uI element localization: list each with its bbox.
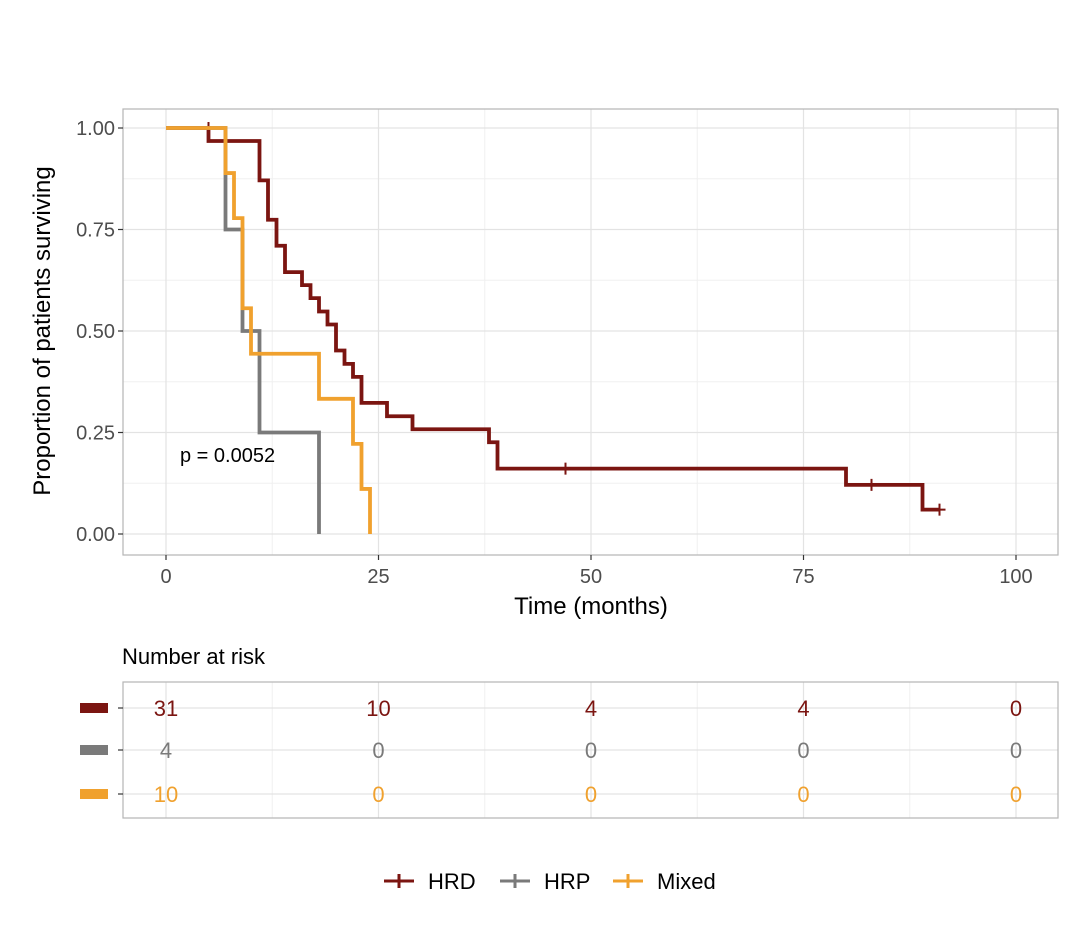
censor-mark-hrd	[933, 503, 946, 516]
x-tick-label: 75	[792, 566, 814, 588]
risk-count: 0	[372, 782, 384, 807]
p-value-annotation: p = 0.0052	[180, 445, 275, 467]
legend: HRD HRP Mixed	[384, 869, 716, 894]
y-tick-label: 0.25	[76, 423, 115, 445]
risk-count: 0	[1010, 696, 1022, 721]
risk-count: 10	[154, 782, 178, 807]
risk-row-key-hrd	[80, 703, 108, 713]
risk-count: 0	[797, 738, 809, 763]
risk-table-title: Number at risk	[122, 644, 266, 669]
risk-count: 0	[1010, 738, 1022, 763]
y-axis-label: Proportion of patients surviving	[29, 166, 56, 496]
risk-row-key-mixed	[80, 789, 108, 799]
risk-count: 0	[372, 738, 384, 763]
risk-count: 31	[154, 696, 178, 721]
risk-table: 31 10 4 4 0 4 0 0 0 0 10 0 0 0 0	[80, 681, 1059, 819]
x-axis-label: Time (months)	[514, 593, 668, 620]
risk-count: 4	[585, 696, 597, 721]
legend-item-hrp: HRP	[500, 869, 590, 894]
censor-mark-hrd	[865, 478, 878, 491]
risk-count: 0	[585, 782, 597, 807]
risk-count: 10	[366, 696, 390, 721]
x-tick-label: 25	[367, 566, 389, 588]
legend-label: HRD	[428, 869, 476, 894]
legend-item-hrd: HRD	[384, 869, 476, 894]
legend-label: Mixed	[657, 869, 716, 894]
series-line-hrd	[166, 126, 940, 512]
risk-count: 0	[1010, 782, 1022, 807]
x-tick-label: 0	[160, 566, 171, 588]
legend-label: HRP	[544, 869, 590, 894]
series-line-mixed	[166, 126, 372, 534]
y-tick-label: 0.50	[76, 321, 115, 343]
km-axes: 0.00 0.25 0.50 0.75 1.00 0 25 50 75 100	[76, 108, 1059, 588]
risk-count: 4	[160, 738, 172, 763]
risk-count: 0	[797, 782, 809, 807]
legend-item-mixed: Mixed	[613, 869, 716, 894]
risk-count: 0	[585, 738, 597, 763]
censor-mark-hrd	[559, 462, 572, 475]
y-tick-label: 0.75	[76, 220, 115, 242]
km-gridlines	[123, 109, 1058, 555]
x-tick-label: 100	[999, 566, 1032, 588]
x-tick-label: 50	[580, 566, 602, 588]
risk-row-key-hrp	[80, 745, 108, 755]
y-tick-label: 0.00	[76, 524, 115, 546]
risk-count: 4	[797, 696, 809, 721]
y-tick-label: 1.00	[76, 118, 115, 140]
km-series-lines	[166, 122, 946, 534]
